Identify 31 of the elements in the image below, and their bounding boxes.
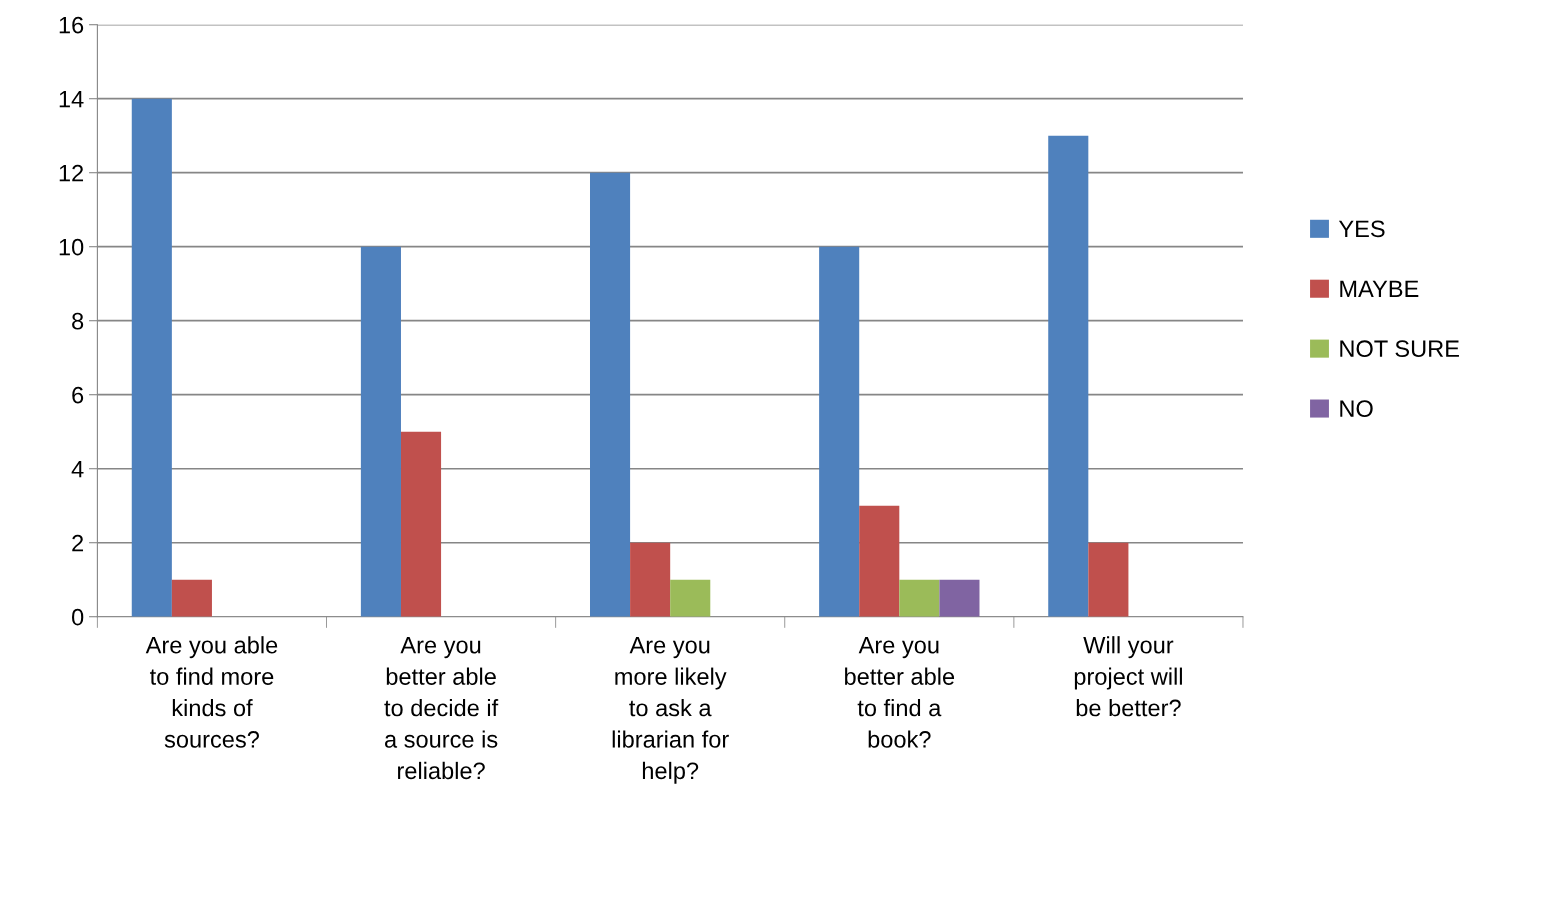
bar <box>1088 542 1129 617</box>
bar <box>400 431 442 617</box>
legend-label: MAYBE <box>1340 280 1419 297</box>
x-tick-label: Are you more likely to ask a librarian for help? <box>612 637 729 784</box>
y-tick-label: 8 <box>72 312 84 330</box>
bar <box>590 172 631 617</box>
bar <box>1048 135 1089 617</box>
y-tick-label: 0 <box>72 608 84 626</box>
y-tick-label: 12 <box>59 164 84 182</box>
bar <box>939 579 980 617</box>
x-tick-label: Are you able to find more kinds of sources? <box>145 636 278 748</box>
y-tick-label: 14 <box>59 91 84 108</box>
y-tick-label: 4 <box>71 461 84 478</box>
bar <box>670 579 711 617</box>
y-tick-label: 10 <box>59 238 84 256</box>
bar <box>819 246 860 617</box>
bar <box>630 542 671 617</box>
bar <box>131 98 172 617</box>
y-tick-label: 16 <box>59 16 84 34</box>
y-tick-label: 6 <box>72 386 84 404</box>
legend-label: NOT SURE <box>1340 340 1459 358</box>
y-tick-label: 2 <box>72 534 84 552</box>
bar <box>360 246 401 617</box>
legend-label: NO <box>1340 400 1373 417</box>
bar <box>859 505 900 617</box>
x-tick-label: Are you better able to decide if a source is reliable? <box>384 637 499 780</box>
legend-label: YES <box>1338 220 1385 238</box>
x-tick-label: Will your project will be better? <box>1074 636 1182 717</box>
bar <box>899 579 940 617</box>
x-tick-label: Are you better able to find a book? <box>845 637 955 748</box>
bar <box>171 579 212 617</box>
